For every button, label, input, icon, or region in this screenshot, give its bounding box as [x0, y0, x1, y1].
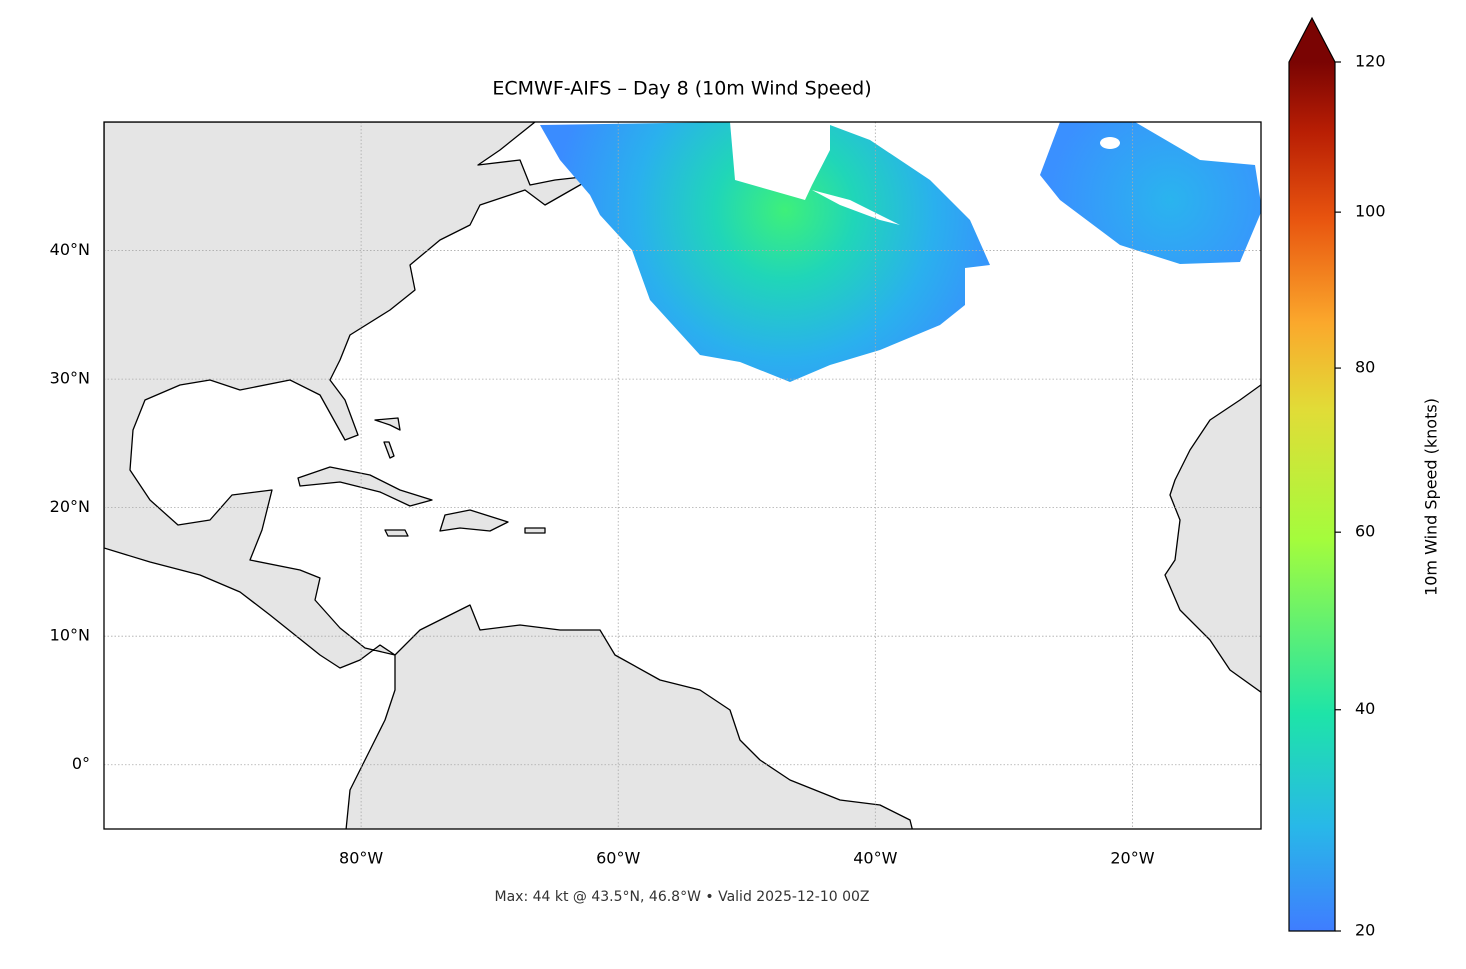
- map-annotation: Max: 44 kt @ 43.5°N, 46.8°W • Valid 2025…: [495, 889, 870, 905]
- y-tick-label: 40°N: [50, 240, 90, 259]
- colorbar-tick-label: 80: [1355, 358, 1375, 377]
- x-tick-label: 40°W: [853, 849, 897, 868]
- x-tick-label: 60°W: [596, 849, 640, 868]
- colorbar: 20 40 60 80 100 120: [1288, 16, 1386, 940]
- map-axes: 80°W 60°W 40°W 20°W 0° 10°N 20°N 30°N 40°N: [50, 240, 1155, 867]
- map-area: [104, 122, 1261, 829]
- y-tick-label: 0°: [72, 754, 90, 773]
- x-tick-label: 80°W: [339, 849, 383, 868]
- colorbar-tick-label: 40: [1355, 699, 1375, 718]
- north-central-america: [104, 122, 616, 669]
- x-tick-label: 20°W: [1110, 849, 1154, 868]
- cuba: [297, 466, 433, 507]
- wind-field-gap: [812, 190, 900, 225]
- bahamas: [374, 417, 401, 459]
- puerto-rico: [524, 527, 546, 534]
- colorbar-scale: [1289, 62, 1335, 931]
- colorbar-tick-label: 100: [1355, 202, 1386, 221]
- africa: [1164, 384, 1261, 693]
- map-title: ECMWF-AIFS – Day 8 (10m Wind Speed): [492, 78, 871, 100]
- graticule: [104, 122, 1261, 829]
- colorbar-label: 10m Wind Speed (knots): [1422, 398, 1441, 596]
- south-america: [345, 604, 913, 829]
- wind-field-gap: [1100, 137, 1120, 149]
- colorbar-extend: [1289, 18, 1335, 62]
- wind-field: [1040, 122, 1261, 264]
- colorbar-tick-label: 120: [1355, 52, 1386, 71]
- hispaniola: [439, 509, 509, 532]
- y-tick-label: 20°N: [50, 497, 90, 516]
- y-tick-label: 10°N: [50, 626, 90, 645]
- colorbar-tick-label: 60: [1355, 522, 1375, 541]
- y-tick-label: 30°N: [50, 369, 90, 388]
- colorbar-outline: [1288, 16, 1336, 932]
- wind-field: [540, 122, 990, 382]
- jamaica: [384, 529, 409, 537]
- map-frame: [103, 121, 1262, 830]
- colorbar-tick-label: 20: [1355, 921, 1375, 940]
